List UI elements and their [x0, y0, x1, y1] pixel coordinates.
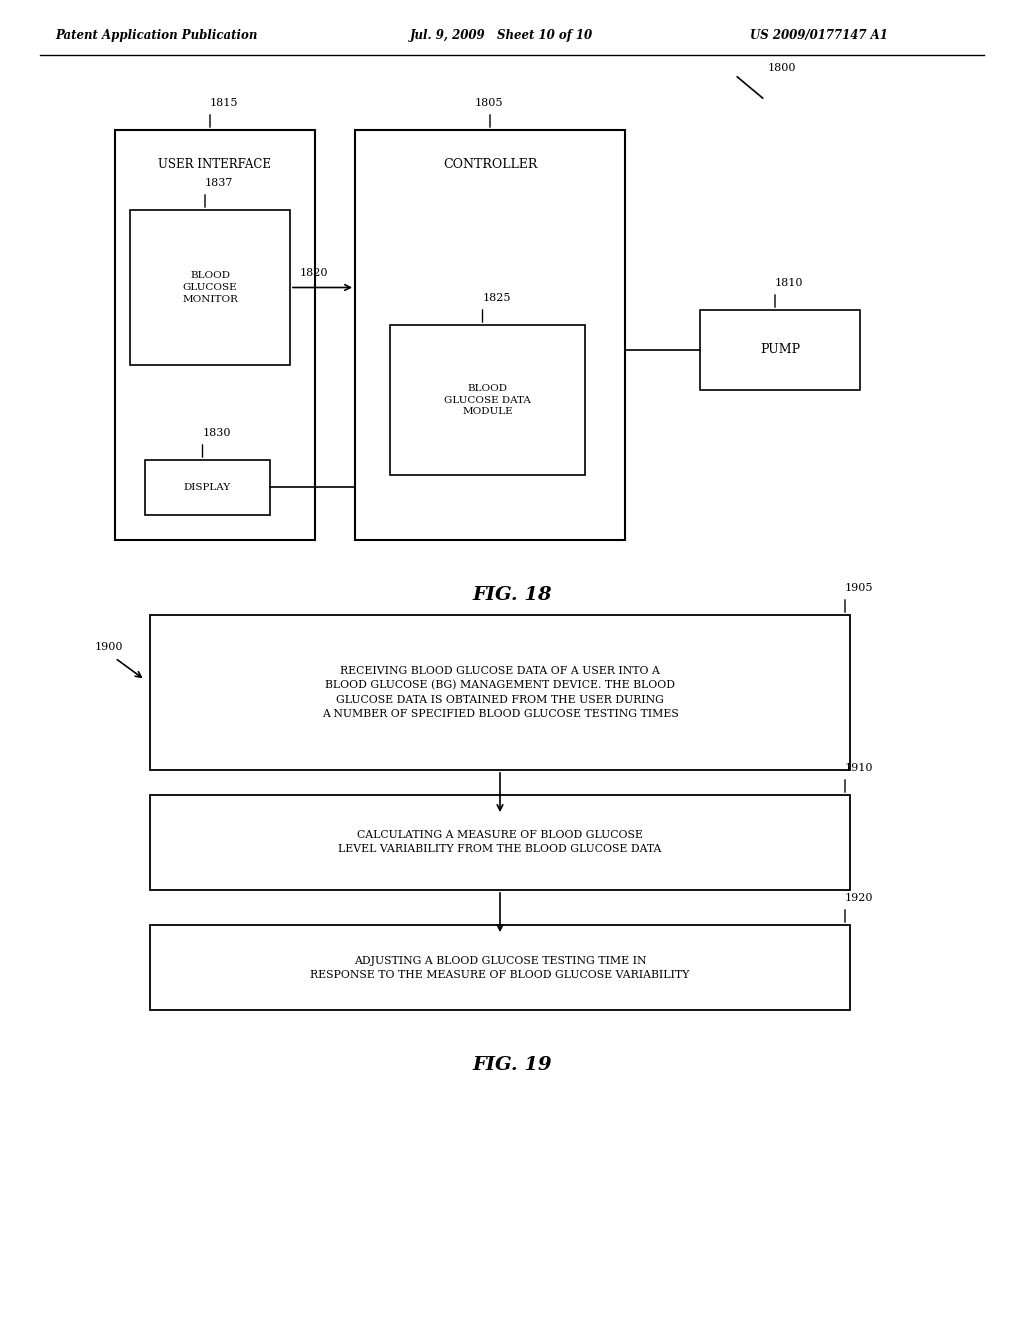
Text: 1920: 1920	[845, 894, 873, 903]
Text: DISPLAY: DISPLAY	[184, 483, 231, 492]
Text: 1805: 1805	[475, 98, 504, 108]
Text: Patent Application Publication: Patent Application Publication	[55, 29, 257, 41]
Text: USER INTERFACE: USER INTERFACE	[159, 158, 271, 172]
Text: FIG. 18: FIG. 18	[472, 586, 552, 605]
FancyBboxPatch shape	[130, 210, 290, 366]
FancyBboxPatch shape	[145, 459, 270, 515]
FancyBboxPatch shape	[150, 795, 850, 890]
Text: US 2009/0177147 A1: US 2009/0177147 A1	[750, 29, 888, 41]
Text: 1830: 1830	[203, 428, 231, 438]
Text: 1900: 1900	[95, 642, 124, 652]
Text: RECEIVING BLOOD GLUCOSE DATA OF A USER INTO A
BLOOD GLUCOSE (BG) MANAGEMENT DEVI: RECEIVING BLOOD GLUCOSE DATA OF A USER I…	[322, 667, 678, 718]
Text: FIG. 19: FIG. 19	[472, 1056, 552, 1074]
Text: CALCULATING A MEASURE OF BLOOD GLUCOSE
LEVEL VARIABILITY FROM THE BLOOD GLUCOSE : CALCULATING A MEASURE OF BLOOD GLUCOSE L…	[338, 830, 662, 854]
Text: CONTROLLER: CONTROLLER	[442, 158, 538, 172]
Text: 1837: 1837	[205, 178, 233, 187]
Text: 1825: 1825	[482, 293, 511, 304]
Text: 1810: 1810	[775, 279, 804, 288]
FancyBboxPatch shape	[150, 615, 850, 770]
Text: PUMP: PUMP	[760, 343, 800, 356]
Text: 1910: 1910	[845, 763, 873, 774]
Text: ADJUSTING A BLOOD GLUCOSE TESTING TIME IN
RESPONSE TO THE MEASURE OF BLOOD GLUCO: ADJUSTING A BLOOD GLUCOSE TESTING TIME I…	[310, 956, 690, 979]
FancyBboxPatch shape	[150, 925, 850, 1010]
FancyBboxPatch shape	[115, 129, 315, 540]
Text: BLOOD
GLUCOSE
MONITOR: BLOOD GLUCOSE MONITOR	[182, 271, 238, 304]
FancyBboxPatch shape	[390, 325, 585, 475]
Text: 1905: 1905	[845, 583, 873, 593]
FancyBboxPatch shape	[700, 310, 860, 389]
Text: BLOOD
GLUCOSE DATA
MODULE: BLOOD GLUCOSE DATA MODULE	[444, 384, 530, 416]
FancyBboxPatch shape	[355, 129, 625, 540]
Text: 1820: 1820	[300, 268, 329, 277]
Text: Jul. 9, 2009   Sheet 10 of 10: Jul. 9, 2009 Sheet 10 of 10	[410, 29, 593, 41]
Text: 1800: 1800	[768, 63, 797, 73]
Text: 1815: 1815	[210, 98, 239, 108]
